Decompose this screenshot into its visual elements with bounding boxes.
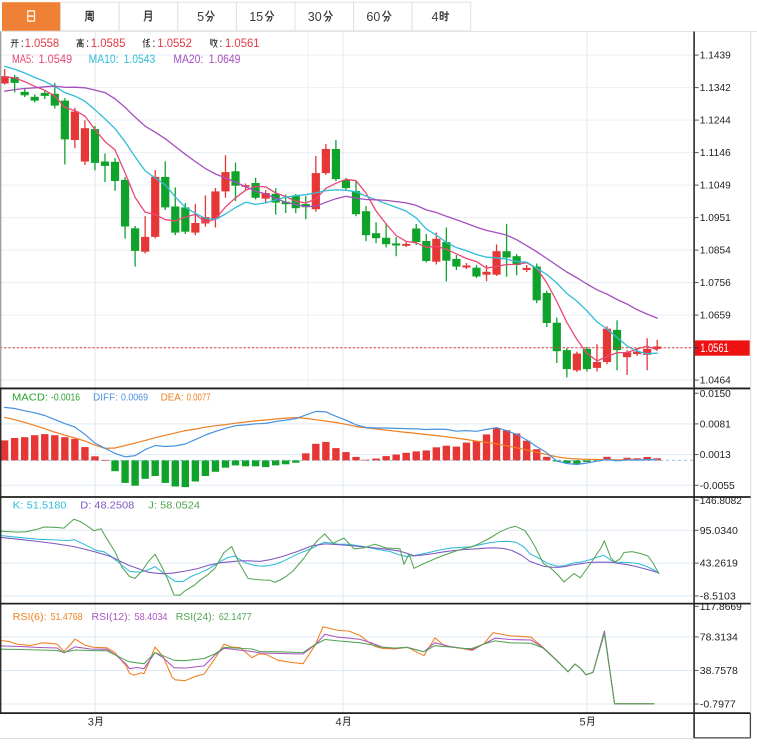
svg-text:51.5180: 51.5180 xyxy=(27,500,67,512)
svg-text:1.0549: 1.0549 xyxy=(39,54,73,66)
svg-text:0.0077: 0.0077 xyxy=(187,392,211,404)
svg-text::: : xyxy=(219,38,222,50)
svg-text:1.1439: 1.1439 xyxy=(700,50,731,62)
svg-text:1.0756: 1.0756 xyxy=(700,277,731,289)
svg-text:1.0951: 1.0951 xyxy=(700,212,731,224)
svg-text:146.8082: 146.8082 xyxy=(700,495,742,507)
svg-text:0.0150: 0.0150 xyxy=(700,388,731,400)
svg-text:K:: K: xyxy=(13,500,24,512)
svg-text:MA10:: MA10: xyxy=(89,54,119,66)
svg-text:38.7578: 38.7578 xyxy=(700,665,738,677)
svg-text:4: 4 xyxy=(432,10,439,24)
svg-text:MA20:: MA20: xyxy=(173,54,203,66)
svg-text:-0.0016: -0.0016 xyxy=(51,392,80,404)
svg-text:0.0081: 0.0081 xyxy=(700,419,731,431)
svg-text:43.2619: 43.2619 xyxy=(700,558,738,570)
svg-text:RSI(12):: RSI(12): xyxy=(92,611,131,623)
svg-text:30: 30 xyxy=(308,10,322,24)
svg-text:-0.7977: -0.7977 xyxy=(700,699,736,711)
svg-text:1.0558: 1.0558 xyxy=(25,38,60,50)
svg-text:62.1477: 62.1477 xyxy=(219,611,252,623)
svg-text:1.0585: 1.0585 xyxy=(91,38,126,50)
svg-text:48.2508: 48.2508 xyxy=(94,500,134,512)
svg-text:1.1244: 1.1244 xyxy=(700,115,731,127)
svg-text:4: 4 xyxy=(336,716,342,728)
svg-text::: : xyxy=(21,38,24,50)
svg-text:1.0561: 1.0561 xyxy=(225,38,260,50)
svg-text:78.3134: 78.3134 xyxy=(700,632,738,644)
svg-text:95.0340: 95.0340 xyxy=(700,525,738,537)
svg-text:DIFF:: DIFF: xyxy=(93,392,118,404)
svg-text:5: 5 xyxy=(197,10,204,24)
svg-text:DEA:: DEA: xyxy=(161,392,184,404)
svg-text:117.8669: 117.8669 xyxy=(700,601,742,613)
svg-text:5: 5 xyxy=(580,716,586,728)
svg-text:15: 15 xyxy=(249,10,263,24)
svg-text:-0.0055: -0.0055 xyxy=(700,480,735,492)
svg-text:-8.5103: -8.5103 xyxy=(700,591,736,603)
svg-text:51.4768: 51.4768 xyxy=(51,611,83,623)
svg-text:58.4034: 58.4034 xyxy=(135,611,168,623)
svg-text:MA5:: MA5: xyxy=(12,54,34,66)
svg-text:1.1049: 1.1049 xyxy=(700,180,731,192)
svg-text:1.0464: 1.0464 xyxy=(700,375,731,387)
svg-text:J:: J: xyxy=(148,500,157,512)
svg-text:1.1146: 1.1146 xyxy=(700,147,731,159)
svg-text:0.0013: 0.0013 xyxy=(700,449,731,461)
svg-text:3: 3 xyxy=(88,716,94,728)
svg-text:1.0552: 1.0552 xyxy=(157,38,192,50)
svg-text:MACD:: MACD: xyxy=(12,392,48,404)
svg-text:58.0524: 58.0524 xyxy=(160,500,200,512)
svg-text:1.1342: 1.1342 xyxy=(700,82,731,94)
svg-text::: : xyxy=(86,38,89,50)
svg-text:1.0543: 1.0543 xyxy=(124,54,156,66)
svg-text:60: 60 xyxy=(366,10,380,24)
svg-text:D:: D: xyxy=(80,500,91,512)
svg-text:1.0561: 1.0561 xyxy=(700,341,729,355)
svg-text:RSI(24):: RSI(24): xyxy=(176,611,215,623)
svg-text:0.0069: 0.0069 xyxy=(121,392,148,404)
svg-text:1.0659: 1.0659 xyxy=(700,310,731,322)
svg-text:1.0649: 1.0649 xyxy=(209,54,241,66)
svg-text::: : xyxy=(152,38,155,50)
svg-text:1.0854: 1.0854 xyxy=(700,245,731,257)
svg-text:RSI(6):: RSI(6): xyxy=(13,611,47,623)
